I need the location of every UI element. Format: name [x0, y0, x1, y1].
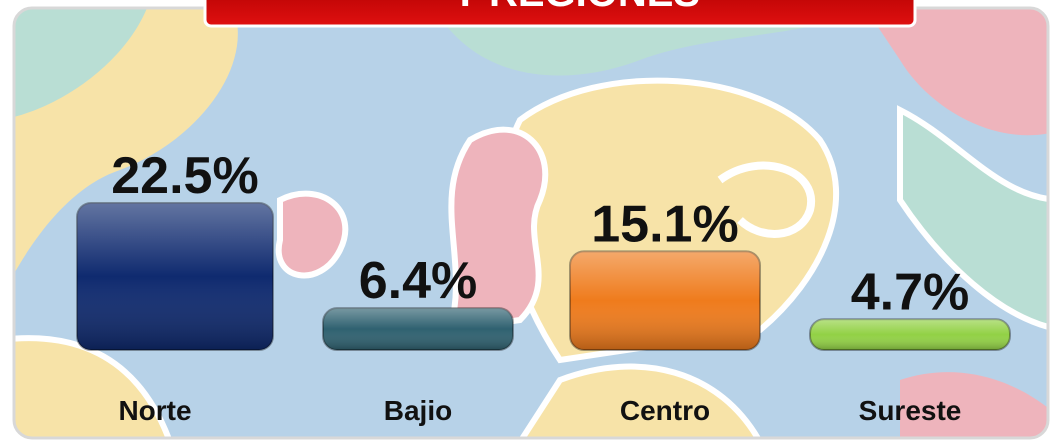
value-label: 4.7%: [851, 263, 970, 321]
chart-title: Y REGIONES: [452, 0, 700, 15]
x-tick-label: Bajio: [384, 395, 452, 426]
x-tick-label: Sureste: [859, 395, 962, 426]
title-banner: [203, 0, 917, 28]
bar: [809, 318, 1011, 352]
bar: [322, 307, 514, 352]
bar: [76, 202, 274, 351]
bar: [569, 250, 761, 351]
value-label: 22.5%: [111, 147, 258, 205]
value-label: 6.4%: [359, 252, 478, 310]
x-tick-label: Norte: [118, 395, 191, 426]
x-tick-label: Centro: [620, 395, 710, 426]
value-label: 15.1%: [591, 195, 738, 253]
